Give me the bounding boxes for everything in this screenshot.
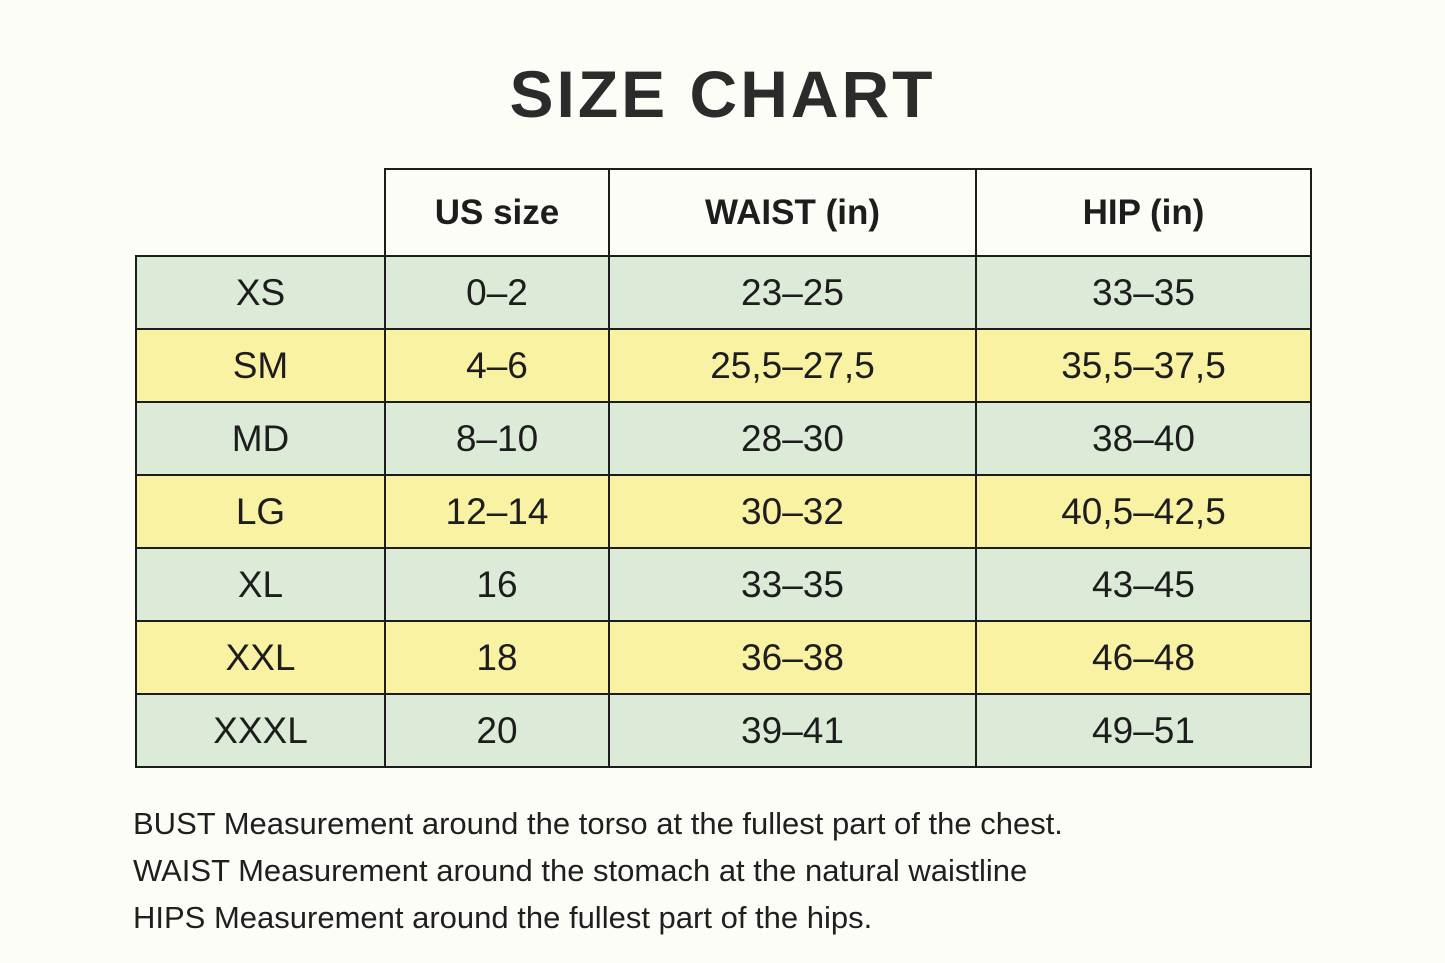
- waist-cell: 30–32: [608, 474, 977, 549]
- column-header-us-size: US size: [384, 168, 610, 257]
- table-row-xs: XS 0–2 23–25 33–35: [135, 255, 1312, 330]
- hip-cell: 40,5–42,5: [975, 474, 1312, 549]
- table-row-xxxl: XXXL 20 39–41 49–51: [135, 693, 1312, 768]
- table-row-lg: LG 12–14 30–32 40,5–42,5: [135, 474, 1312, 549]
- table-row-xl: XL 16 33–35 43–45: [135, 547, 1312, 622]
- hip-cell: 38–40: [975, 401, 1312, 476]
- note-hips: HIPS Measurement around the fullest part…: [133, 900, 873, 935]
- size-cell: XXL: [135, 620, 386, 695]
- table-row-xxl: XXL 18 36–38 46–48: [135, 620, 1312, 695]
- us-size-cell: 4–6: [384, 328, 610, 403]
- us-size-cell: 12–14: [384, 474, 610, 549]
- size-cell: MD: [135, 401, 386, 476]
- waist-cell: 36–38: [608, 620, 977, 695]
- size-cell: XXXL: [135, 693, 386, 768]
- us-size-cell: 0–2: [384, 255, 610, 330]
- column-header-hip: HIP (in): [975, 168, 1312, 257]
- size-cell: XL: [135, 547, 386, 622]
- measurement-notes: BUST Measurement around the torso at the…: [133, 800, 1313, 941]
- column-header-waist: WAIST (in): [608, 168, 977, 257]
- hip-cell: 33–35: [975, 255, 1312, 330]
- us-size-cell: 20: [384, 693, 610, 768]
- table-row-md: MD 8–10 28–30 38–40: [135, 401, 1312, 476]
- header-row: US size WAIST (in) HIP (in): [136, 168, 1312, 257]
- hip-cell: 43–45: [975, 547, 1312, 622]
- size-cell: XS: [135, 255, 386, 330]
- size-cell: LG: [135, 474, 386, 549]
- hip-cell: 49–51: [975, 693, 1312, 768]
- waist-cell: 25,5–27,5: [608, 328, 977, 403]
- waist-cell: 39–41: [608, 693, 977, 768]
- hip-cell: 46–48: [975, 620, 1312, 695]
- us-size-cell: 8–10: [384, 401, 610, 476]
- page-title: SIZE CHART: [509, 57, 936, 131]
- note-bust: BUST Measurement around the torso at the…: [133, 806, 1063, 841]
- waist-cell: 28–30: [608, 401, 977, 476]
- size-cell: SM: [135, 328, 386, 403]
- size-chart-table: US size WAIST (in) HIP (in) XS 0–2 23–25…: [135, 168, 1312, 768]
- header-spacer-cell: [136, 169, 385, 256]
- waist-cell: 23–25: [608, 255, 977, 330]
- us-size-cell: 16: [384, 547, 610, 622]
- waist-cell: 33–35: [608, 547, 977, 622]
- table-row-sm: SM 4–6 25,5–27,5 35,5–37,5: [135, 328, 1312, 403]
- us-size-cell: 18: [384, 620, 610, 695]
- note-waist: WAIST Measurement around the stomach at …: [133, 853, 1028, 888]
- hip-cell: 35,5–37,5: [975, 328, 1312, 403]
